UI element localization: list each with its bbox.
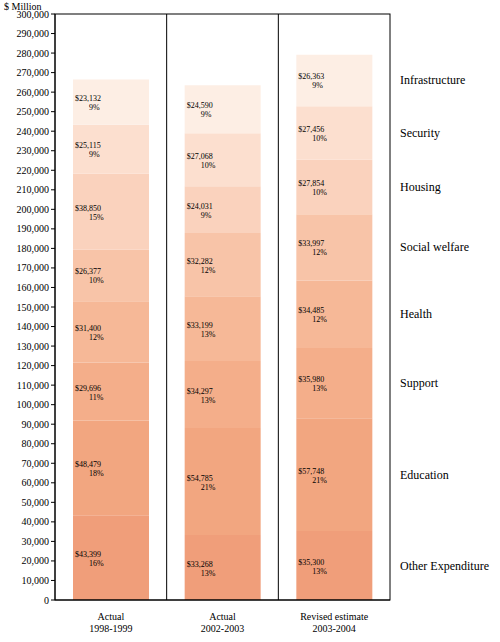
svg-text:240,000: 240,000 xyxy=(17,126,50,137)
svg-text:200,000: 200,000 xyxy=(17,204,50,215)
svg-text:110,000: 110,000 xyxy=(17,380,49,391)
svg-text:$54,78521%: $54,78521% xyxy=(187,474,216,492)
svg-text:$43,39916%: $43,39916% xyxy=(75,550,104,568)
svg-text:230,000: 230,000 xyxy=(17,145,50,156)
svg-text:20,000: 20,000 xyxy=(22,555,50,566)
svg-text:$31,40012%: $31,40012% xyxy=(75,324,104,342)
svg-text:140,000: 140,000 xyxy=(17,321,50,332)
svg-text:Support: Support xyxy=(400,376,439,390)
svg-text:40,000: 40,000 xyxy=(22,516,50,527)
svg-text:260,000: 260,000 xyxy=(17,87,50,98)
svg-text:70,000: 70,000 xyxy=(22,458,50,469)
svg-text:290,000: 290,000 xyxy=(17,28,50,39)
svg-text:60,000: 60,000 xyxy=(22,477,50,488)
svg-text:$34,48512%: $34,48512% xyxy=(298,306,327,324)
svg-text:220,000: 220,000 xyxy=(17,165,50,176)
svg-text:$25,1159%: $25,1159% xyxy=(75,141,101,159)
svg-text:Other Expenditure: Other Expenditure xyxy=(400,559,489,573)
svg-text:$26,37710%: $26,37710% xyxy=(75,267,104,285)
svg-text:50,000: 50,000 xyxy=(22,497,50,508)
svg-text:0: 0 xyxy=(44,595,49,606)
svg-text:Social welfare: Social welfare xyxy=(400,240,469,254)
svg-text:180,000: 180,000 xyxy=(17,243,50,254)
svg-text:130,000: 130,000 xyxy=(17,341,50,352)
svg-text:$27,06810%: $27,06810% xyxy=(187,152,216,170)
svg-text:$33,19913%: $33,19913% xyxy=(187,321,216,339)
svg-text:Security: Security xyxy=(400,126,440,140)
svg-text:$29,69611%: $29,69611% xyxy=(75,384,104,402)
svg-text:$35,98013%: $35,98013% xyxy=(298,375,327,393)
svg-text:Education: Education xyxy=(400,468,449,482)
svg-text:$57,74821%: $57,74821% xyxy=(298,467,327,485)
svg-text:$24,5909%: $24,5909% xyxy=(187,101,213,119)
svg-text:$48,47918%: $48,47918% xyxy=(75,460,104,478)
svg-text:190,000: 190,000 xyxy=(17,223,50,234)
svg-text:250,000: 250,000 xyxy=(17,106,50,117)
svg-text:$27,45610%: $27,45610% xyxy=(298,125,327,143)
svg-text:120,000: 120,000 xyxy=(17,360,50,371)
svg-text:300,000: 300,000 xyxy=(17,9,50,20)
svg-text:210,000: 210,000 xyxy=(17,184,50,195)
svg-text:170,000: 170,000 xyxy=(17,262,50,273)
svg-text:30,000: 30,000 xyxy=(22,536,50,547)
svg-text:$33,26813%: $33,26813% xyxy=(187,560,216,578)
svg-text:270,000: 270,000 xyxy=(17,67,50,78)
svg-text:$38,85015%: $38,85015% xyxy=(75,204,104,222)
svg-text:$34,29713%: $34,29713% xyxy=(187,387,216,405)
svg-text:Housing: Housing xyxy=(400,180,441,194)
svg-text:$ Million: $ Million xyxy=(8,1,42,12)
svg-text:Revised estimate2003-2004: Revised estimate2003-2004 xyxy=(300,611,369,634)
svg-text:$35,30013%: $35,30013% xyxy=(298,558,327,576)
svg-text:100,000: 100,000 xyxy=(17,399,50,410)
svg-text:10,000: 10,000 xyxy=(22,575,50,586)
svg-text:Infrastructure: Infrastructure xyxy=(400,73,465,87)
svg-text:Health: Health xyxy=(400,307,432,321)
svg-text:$23,1329%: $23,1329% xyxy=(75,94,101,112)
svg-text:$24,0319%: $24,0319% xyxy=(187,202,213,220)
svg-text:160,000: 160,000 xyxy=(17,282,50,293)
svg-text:$26,3639%: $26,3639% xyxy=(298,72,324,90)
svg-text:$32,28212%: $32,28212% xyxy=(187,257,216,275)
svg-text:$33,99712%: $33,99712% xyxy=(298,239,327,257)
svg-text:$27,85410%: $27,85410% xyxy=(298,179,327,197)
svg-text:Actual1998-1999: Actual1998-1999 xyxy=(89,611,132,634)
svg-text:150,000: 150,000 xyxy=(17,302,50,313)
svg-text:80,000: 80,000 xyxy=(22,438,50,449)
svg-text:90,000: 90,000 xyxy=(22,419,50,430)
svg-text:280,000: 280,000 xyxy=(17,48,50,59)
svg-text:Actual2002-2003: Actual2002-2003 xyxy=(201,611,244,634)
